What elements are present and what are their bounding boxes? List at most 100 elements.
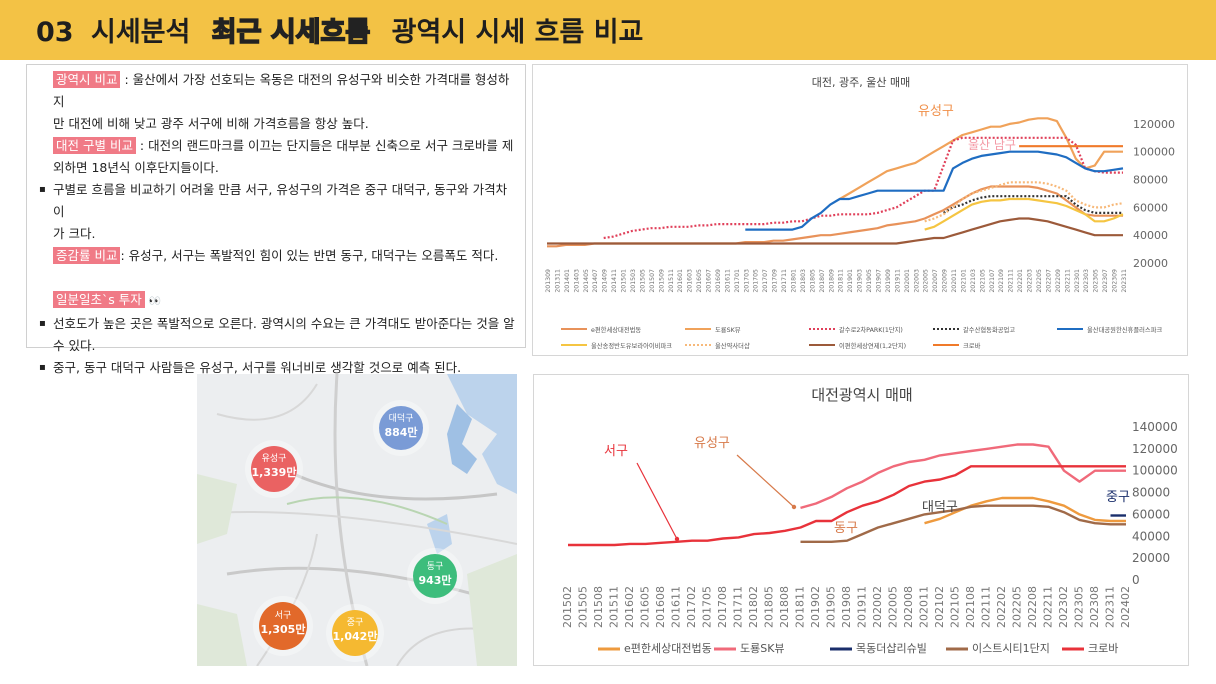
series-line xyxy=(924,496,1126,525)
district-name: 대덕구 xyxy=(388,414,414,424)
district-name: 중구 xyxy=(346,618,364,628)
bullet-item: 중구, 동구 대덕구 사람들은 유성구, 서구를 워너비로 생각할 것으로 예측… xyxy=(39,357,517,379)
legend-label: 이편한세상연제(1,2단지) xyxy=(839,341,906,350)
daejeon-map: 유성구 1,339만 대덕구 884만 동구 943만 서구 1,305만 중구 1,04… xyxy=(197,374,517,666)
analysis-text: : 대전의 랜드마크를 이끄는 단지들은 대부분 신축으로 서구 크로바를 제 xyxy=(135,138,514,153)
bullet-item: 선호도가 높은 곳은 폭발적으로 오른다. 광역시의 수요는 큰 가격대도 받아… xyxy=(39,313,517,335)
analysis-line: 외하면 18년식 이후단지들이다. xyxy=(53,160,219,175)
y-tick-label: 20000 xyxy=(1133,257,1168,270)
analysis-line: 가 크다. xyxy=(53,226,96,241)
chart-annotation: 동구 xyxy=(834,521,858,536)
legend-label: 크로바 xyxy=(963,341,981,350)
x-tick-label: 201409 xyxy=(602,269,609,293)
y-tick-label: 60000 xyxy=(1132,507,1170,521)
x-tick-label: 202009 xyxy=(942,269,949,293)
x-tick-label: 202203 xyxy=(1027,269,1034,293)
x-tick-label: 201511 xyxy=(608,586,621,628)
x-tick-label: 202305 xyxy=(1093,269,1100,293)
x-tick-label: 201411 xyxy=(611,269,618,293)
y-tick-label: 80000 xyxy=(1133,174,1168,187)
x-tick-label: 202308 xyxy=(1088,586,1101,628)
x-tick-label: 202303 xyxy=(1083,269,1090,293)
district-name: 동구 xyxy=(426,562,444,572)
x-tick-label: 202001 xyxy=(904,269,911,293)
series-line xyxy=(924,181,1124,223)
x-tick-label: 202402 xyxy=(1119,586,1132,628)
x-tick-label: 201903 xyxy=(857,269,864,293)
x-tick-label: 201909 xyxy=(885,269,892,293)
chart-title: 대전광역시 매매 xyxy=(811,386,912,404)
x-tick-label: 201911 xyxy=(856,586,869,628)
x-tick-label: 201709 xyxy=(772,269,779,293)
x-tick-label: 202105 xyxy=(979,269,986,293)
legend-label: 목동더샵리슈빌 xyxy=(856,642,927,655)
x-tick-label: 201503 xyxy=(630,269,637,293)
series-line xyxy=(839,117,1123,200)
x-tick-label: 201501 xyxy=(621,269,628,293)
x-tick-label: 201701 xyxy=(734,269,741,293)
district-price: 943만 xyxy=(418,574,452,587)
district-price: 884만 xyxy=(384,426,418,439)
district-bubble: 중구 1,042만 xyxy=(332,610,378,656)
tag-investment: 일분일초`s 투자 xyxy=(53,291,145,308)
x-tick-label: 201407 xyxy=(592,269,599,293)
annotation-arrow xyxy=(736,454,795,508)
legend-label: 갈수산협동화공업고 xyxy=(963,325,1015,334)
legend-label: 울산약사더샵 xyxy=(715,341,750,350)
x-tick-label: 202107 xyxy=(989,269,996,293)
legend-label: 울산대공원한신휴플러스파크 xyxy=(1087,325,1163,334)
x-tick-label: 201905 xyxy=(825,586,838,628)
x-tick-label: 201705 xyxy=(753,269,760,293)
x-tick-label: 201803 xyxy=(800,269,807,293)
x-tick-label: 202211 xyxy=(1042,586,1055,628)
x-tick-label: 202201 xyxy=(1017,269,1024,293)
chart-annotation: 유성구 xyxy=(918,104,954,119)
x-tick-label: 201605 xyxy=(696,269,703,293)
x-tick-label: 201705 xyxy=(701,586,714,628)
y-tick-label: 140000 xyxy=(1132,420,1178,434)
x-tick-label: 202108 xyxy=(964,586,977,628)
x-tick-label: 202302 xyxy=(1057,586,1070,628)
x-tick-label: 202205 xyxy=(1036,269,1043,293)
x-tick-label: 202011 xyxy=(951,269,958,293)
x-tick-label: 201902 xyxy=(809,586,822,628)
x-tick-label: 202111 xyxy=(1008,269,1015,293)
legend-label: 크로바 xyxy=(1088,642,1118,655)
x-tick-label: 202207 xyxy=(1045,269,1052,293)
x-tick-label: 201907 xyxy=(875,269,882,293)
x-tick-label: 201607 xyxy=(706,269,713,293)
x-tick-label: 202008 xyxy=(902,586,915,628)
x-tick-label: 202005 xyxy=(887,586,900,628)
annotation-arrow-head xyxy=(791,504,797,510)
x-tick-label: 202311 xyxy=(1104,586,1117,628)
series-line xyxy=(943,195,1123,214)
x-tick-label: 202102 xyxy=(933,586,946,628)
y-tick-label: 80000 xyxy=(1132,486,1170,500)
x-tick-label: 202209 xyxy=(1055,269,1062,293)
district-price: 1,042만 xyxy=(332,630,378,643)
x-tick-label: 202211 xyxy=(1064,269,1071,293)
page-title: 03 시세분석 최근 시세흐름 광역시 시세 흐름 비교 xyxy=(36,10,643,49)
x-tick-label: 202109 xyxy=(998,269,1005,293)
x-tick-label: 202202 xyxy=(995,586,1008,628)
series-line xyxy=(745,150,1124,231)
annotation-arrow xyxy=(636,462,678,540)
y-tick-label: 40000 xyxy=(1133,229,1168,242)
chart-annotation: 서구 xyxy=(604,444,628,459)
legend-label: 갈수로2차PARK(1단지) xyxy=(839,325,903,334)
chart-annotation: 유성구 xyxy=(694,436,730,451)
chart-annotation: 중구 xyxy=(1106,490,1130,505)
section-name: 시세분석 xyxy=(90,17,191,48)
x-tick-label: 201809 xyxy=(828,269,835,293)
x-tick-label: 201801 xyxy=(791,269,798,293)
x-tick-label: 202011 xyxy=(918,586,931,628)
analysis-text-box: 광역시 비교 : 울산에서 가장 선호되는 옥동은 대전의 유성구와 비슷한 가… xyxy=(26,64,526,379)
district-bubble: 유성구 1,339만 xyxy=(251,446,297,492)
district-name: 서구 xyxy=(274,611,292,621)
y-tick-label: 100000 xyxy=(1132,464,1178,478)
chart-annotation: 대덕구 xyxy=(922,500,958,515)
district-bubble: 대덕구 884만 xyxy=(379,406,423,450)
x-tick-label: 202205 xyxy=(1011,586,1024,628)
y-tick-label: 0 xyxy=(1132,573,1140,587)
tag-district-compare: 대전 구별 비교 xyxy=(53,137,136,154)
